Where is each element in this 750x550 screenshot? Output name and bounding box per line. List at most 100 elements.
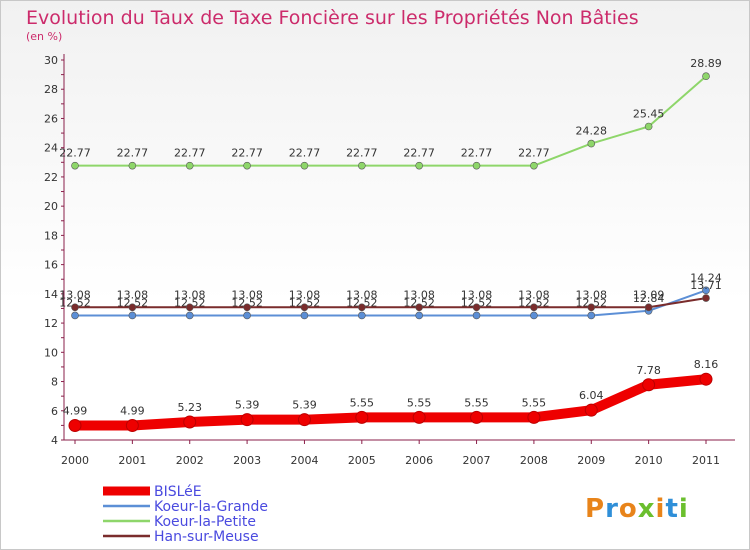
x-tick-label: 2000 [61, 454, 89, 467]
series-koeur-la-petite: 22.77 22.77 22.77 22.77 22.77 22.77 22.77 22.77… [59, 57, 722, 170]
legend-item: Koeur-la-Grande [103, 499, 268, 515]
y-tick-label: 14 [44, 288, 58, 301]
y-tick-label: 22 [44, 171, 58, 184]
data-label: 4.99 [120, 405, 145, 418]
data-label: 13.08 [231, 288, 263, 301]
data-label: 8.16 [694, 358, 719, 371]
data-label: 5.39 [235, 399, 260, 412]
series-bisl-e: 4.99 4.99 5.23 5.39 5.39 5.55 5.55 5.55 5.55 6.04… [63, 358, 719, 433]
chart-title: Evolution du Taux de Taxe Foncière sur l… [26, 7, 639, 29]
series-line [74, 297, 707, 309]
x-tick-label: 2008 [520, 454, 548, 467]
series-layer: 22.77 22.77 22.77 22.77 22.77 22.77 22.77 22.77… [59, 57, 722, 433]
data-label: 13.09 [633, 288, 665, 301]
legend-label: Koeur-la-Grande [154, 499, 268, 515]
y-tick-label: 26 [44, 112, 58, 125]
data-point [472, 311, 481, 320]
data-point [527, 410, 541, 424]
series-line [74, 75, 707, 167]
data-label: 22.77 [518, 147, 550, 160]
logo-letter: i [656, 494, 666, 524]
data-point [185, 311, 194, 320]
data-label: 13.08 [59, 288, 91, 301]
data-label: 5.23 [177, 401, 202, 414]
data-point [358, 303, 366, 312]
data-point [472, 303, 481, 312]
data-point [412, 410, 426, 424]
proxiti-logo: Proxiti [585, 494, 689, 524]
series-han-sur-meuse: 13.08 13.08 13.08 13.08 13.08 13.08 13.08 13.08… [59, 279, 722, 312]
data-label: 6.04 [579, 389, 604, 402]
data-point [358, 161, 366, 170]
data-label: 22.77 [231, 147, 263, 160]
legend: BISLéEKoeur-la-GrandeKoeur-la-PetiteHan-… [103, 484, 268, 545]
data-point [243, 161, 251, 170]
data-point [185, 161, 194, 170]
x-tick-label: 2003 [233, 454, 261, 467]
data-point [240, 413, 254, 427]
data-point [183, 415, 197, 429]
data-label: 12.52 [174, 296, 206, 309]
series-koeur-la-grande: 12.52 12.52 12.52 12.52 12.52 12.52 12.52 12.52… [59, 271, 722, 320]
data-point [128, 303, 137, 312]
data-label: 22.77 [117, 147, 149, 160]
data-point [68, 419, 82, 433]
logo-letter: i [679, 494, 689, 524]
data-point [71, 161, 79, 170]
data-label: 12.52 [346, 296, 378, 309]
axes: 4 6 8 10 12 14 16 18 20 22 24 26 28 30 2000 2001 2002 200… [44, 54, 735, 467]
data-label: 25.45 [633, 108, 665, 121]
data-label: 7.78 [636, 364, 661, 377]
data-point [355, 410, 369, 424]
data-label: 12.52 [289, 296, 321, 309]
data-point [128, 311, 137, 320]
data-label: 22.77 [461, 147, 493, 160]
data-point [587, 311, 596, 320]
y-tick-label: 10 [44, 346, 58, 359]
data-point [300, 303, 309, 312]
data-label: 22.77 [59, 147, 91, 160]
data-label: 5.55 [522, 396, 547, 409]
data-point [125, 419, 139, 433]
chart-subtitle: (en %) [26, 30, 62, 43]
data-label: 13.71 [690, 279, 722, 292]
data-label: 14.24 [690, 271, 722, 284]
legend-label: BISLéE [154, 484, 202, 500]
logo-letter: r [605, 494, 619, 524]
data-point [702, 286, 710, 295]
data-point [128, 161, 137, 170]
data-label: 22.77 [174, 147, 206, 160]
data-label: 13.08 [117, 288, 149, 301]
data-label: 5.55 [407, 396, 432, 409]
data-label: 12.52 [59, 296, 91, 309]
y-tick-label: 24 [44, 142, 58, 155]
x-tick-label: 2007 [463, 454, 491, 467]
logo-letter: x [638, 494, 656, 524]
data-label: 13.08 [518, 288, 550, 301]
data-label: 12.52 [518, 296, 550, 309]
logo-text: Proxiti [585, 494, 689, 524]
y-tick-label: 18 [44, 229, 58, 242]
data-point [185, 303, 194, 312]
x-tick-label: 2001 [118, 454, 146, 467]
x-tick-label: 2009 [577, 454, 605, 467]
legend-item: Han-sur-Meuse [103, 529, 259, 545]
data-label: 4.99 [63, 405, 88, 418]
legend-item: BISLéE [103, 484, 202, 500]
data-label: 22.77 [403, 147, 435, 160]
y-tick-label: 12 [44, 317, 58, 330]
data-point [300, 161, 309, 170]
data-point [644, 122, 653, 131]
data-label: 13.08 [174, 288, 206, 301]
data-label: 22.77 [346, 147, 378, 160]
data-label: 12.52 [576, 296, 608, 309]
data-point [644, 303, 653, 312]
data-label: 12.52 [231, 296, 263, 309]
data-point [530, 303, 538, 312]
data-label: 13.08 [403, 288, 435, 301]
x-tick-label: 2011 [692, 454, 720, 467]
data-point [297, 413, 311, 427]
x-tick-label: 2006 [405, 454, 433, 467]
data-point [587, 303, 596, 312]
